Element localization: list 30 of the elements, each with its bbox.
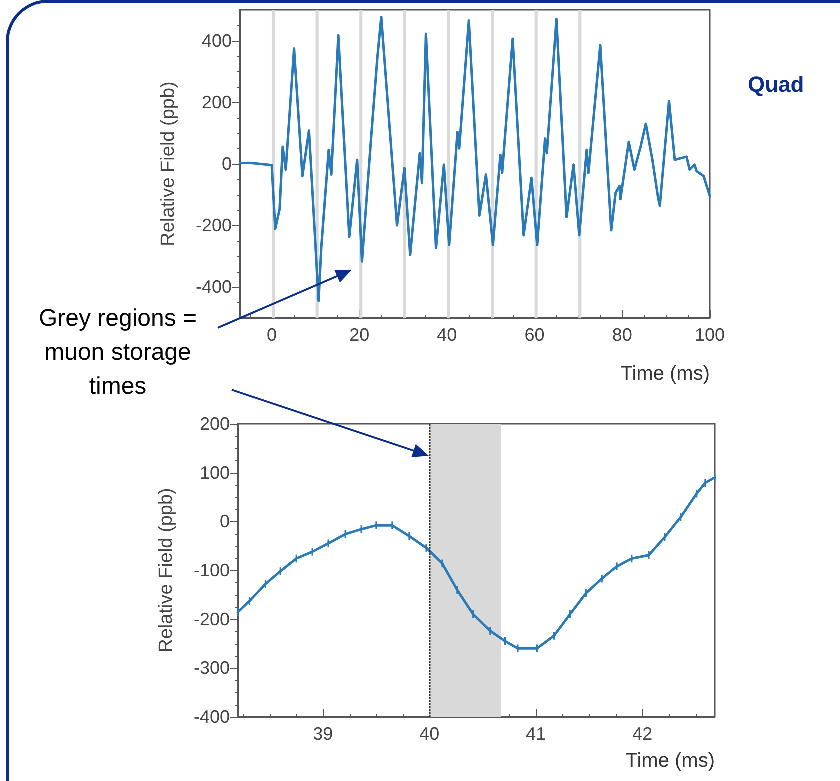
line-series — [238, 16, 712, 302]
y-tick-label: 100 — [200, 462, 230, 483]
text: Grey regions = muon storage times — [38, 304, 198, 402]
y-tick-label: -200 — [196, 216, 232, 236]
x-tick-label: 60 — [524, 325, 545, 345]
x-tick-label: 0 — [266, 325, 277, 345]
y-tick-label: 400 — [202, 30, 232, 51]
y-tick-label: 200 — [202, 92, 232, 112]
text: Quad — [748, 72, 804, 98]
x-axis-title: Time (ms) — [626, 750, 715, 772]
y-tick-label: -300 — [194, 658, 230, 678]
y-tick-label: -400 — [194, 707, 230, 727]
x-tick-label: 80 — [612, 325, 632, 345]
y-tick-label: 0 — [222, 154, 232, 174]
x-tick-label: 39 — [313, 724, 334, 744]
x-tick-label: 41 — [526, 724, 546, 744]
x-axis-title: Time (ms) — [620, 363, 710, 385]
y-tick-label: -400 — [196, 277, 232, 298]
y-tick-label: 200 — [200, 414, 230, 434]
x-tick-label: 100 — [694, 325, 726, 345]
y-tick-label: 0 — [220, 512, 230, 532]
x-tick-label: 42 — [632, 724, 653, 744]
y-tick-label: -200 — [194, 609, 230, 630]
x-tick-label: 20 — [350, 325, 370, 345]
y-tick-label: -100 — [194, 560, 230, 580]
x-tick-label: 40 — [420, 724, 440, 744]
line-series — [236, 476, 716, 650]
x-tick-label: 40 — [437, 325, 458, 345]
y-axis-title: Relative Field (ppb) — [156, 488, 177, 653]
y-axis-title: Relative Field (ppb) — [158, 82, 179, 246]
